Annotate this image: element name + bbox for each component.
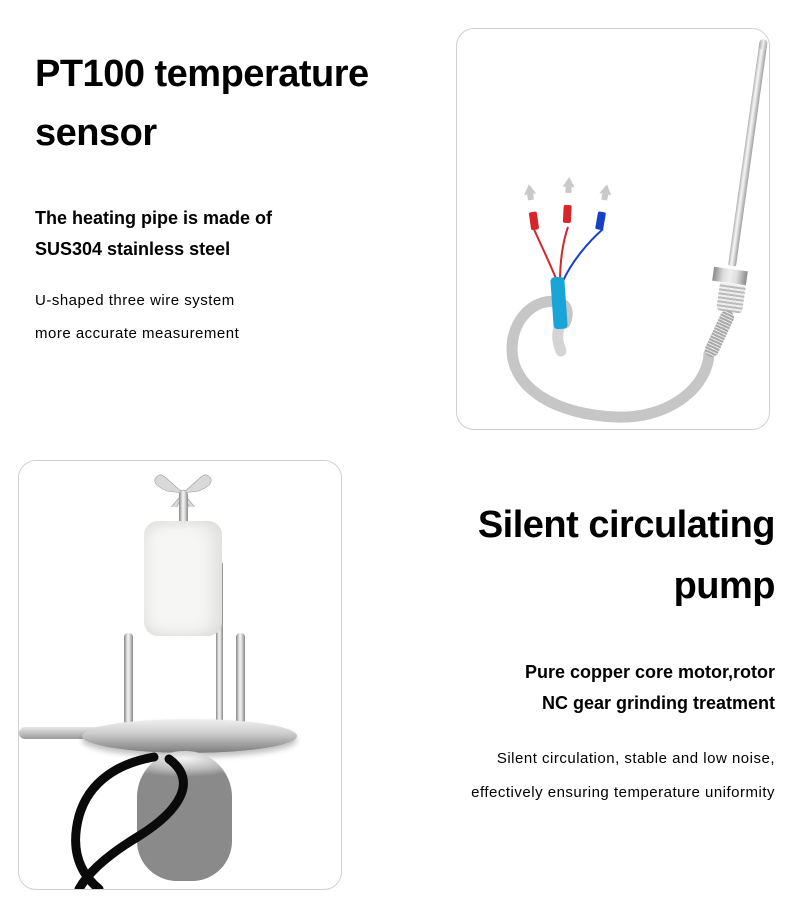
section1-title: PT100 temperature sensor <box>35 45 415 163</box>
subtitle-line: NC gear grinding treatment <box>542 693 775 713</box>
support-rod-icon <box>236 633 245 725</box>
section1-product-image <box>456 28 770 430</box>
section1-subtitle: The heating pipe is made of SUS304 stain… <box>35 203 415 266</box>
subtitle-line: The heating pipe is made of <box>35 208 272 228</box>
power-cable-icon <box>59 751 259 889</box>
section1-body: U-shaped three wire system more accurate… <box>35 284 415 350</box>
title-line: pump <box>674 565 775 607</box>
float-cylinder-icon <box>144 521 222 636</box>
title-line: Silent circulating <box>478 504 775 546</box>
section2-text-block: Silent circulating pump Pure copper core… <box>380 495 775 811</box>
section2-product-image <box>18 460 342 890</box>
body-line: effectively ensuring temperature uniform… <box>471 784 775 801</box>
sensor-cable-icon <box>457 29 769 429</box>
section2-subtitle: Pure copper core motor,rotor NC gear gri… <box>380 657 775 720</box>
subtitle-line: Pure copper core motor,rotor <box>525 662 775 682</box>
section1-text-block: PT100 temperature sensor The heating pip… <box>35 45 415 350</box>
section2-body: Silent circulation, stable and low noise… <box>380 742 775 811</box>
body-line: Silent circulation, stable and low noise… <box>497 750 775 767</box>
body-line: U-shaped three wire system <box>35 292 235 309</box>
mounting-plate-icon <box>82 719 297 753</box>
thread-icon <box>716 282 746 313</box>
section2-title: Silent circulating pump <box>380 495 775 617</box>
spade-connector-icon <box>561 177 575 224</box>
support-rod-icon <box>124 633 133 725</box>
title-line: sensor <box>35 112 157 154</box>
body-line: more accurate measurement <box>35 325 239 342</box>
title-line: PT100 temperature <box>35 53 369 95</box>
subtitle-line: SUS304 stainless steel <box>35 239 230 259</box>
